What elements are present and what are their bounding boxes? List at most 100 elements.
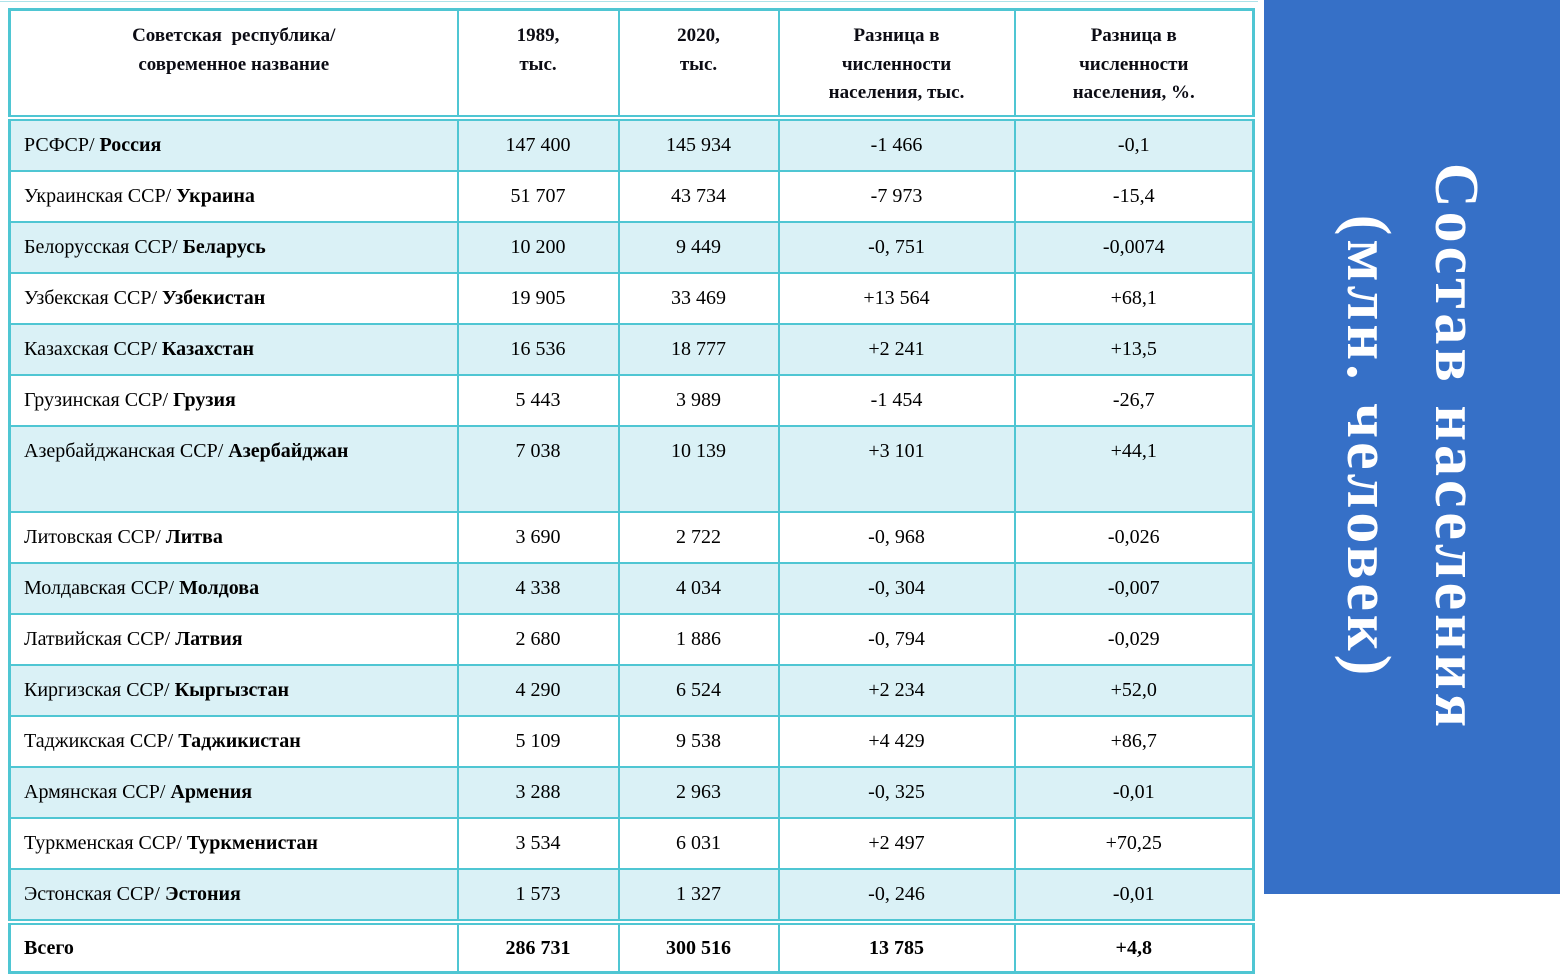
table-body: РСФСР/ Россия 147 400 145 934 -1 466 -0,1 Укр… xyxy=(8,117,1255,923)
population-table: Советская республика/ современное назван… xyxy=(8,8,1255,974)
pop-1989-cell: 147 400 xyxy=(456,117,620,172)
republic-cell: Таджикская ССР/ Таджикистан xyxy=(8,715,459,768)
diff-pct-cell: -0,0074 xyxy=(1013,221,1255,274)
republic-cell: Латвийская ССР/ Латвия xyxy=(8,613,459,666)
table-row: Латвийская ССР/ Латвия 2 680 1 886 -0, 794-… xyxy=(8,613,1255,666)
total-1989-cell: 286 731 xyxy=(456,919,620,974)
pop-1989-cell: 4 290 xyxy=(456,664,620,717)
pop-2020-cell: 4 034 xyxy=(617,562,780,615)
diff-pct-cell: -15,4 xyxy=(1013,170,1255,223)
diff-pct-cell: +68,1 xyxy=(1013,272,1255,325)
pop-1989-cell: 7 038 xyxy=(456,425,620,513)
column-header-1989-line2: тыс. xyxy=(519,53,557,75)
pop-2020-cell: 9 449 xyxy=(617,221,780,274)
republic-cell: Киргизская ССР/ Кыргызстан xyxy=(8,664,459,717)
table-row: Туркменская ССР/ Туркменистан 3 534 6 031 +… xyxy=(8,817,1255,870)
header-row: Советская республика/ современное назван… xyxy=(8,8,1255,121)
table-header: Советская республика/ современное назван… xyxy=(8,8,1255,121)
diff-pct-cell: +13,5 xyxy=(1013,323,1255,376)
table-row: Грузинская ССР/ Грузия 5 443 3 989 -1 454 -2… xyxy=(8,374,1255,427)
diff-pct-cell: -0,026 xyxy=(1013,511,1255,564)
table-row: Украинская ССР/ Украина 51 707 43 734 -7 97… xyxy=(8,170,1255,223)
diff-abs-cell: -0, 794 xyxy=(777,613,1016,666)
pop-2020-cell: 18 777 xyxy=(617,323,780,376)
republic-cell: Молдавская ССР/ Молдова xyxy=(8,562,459,615)
total-label-cell: Всего xyxy=(8,919,459,974)
total-diff-pct-cell: +4,8 xyxy=(1013,919,1255,974)
diff-pct-cell: -26,7 xyxy=(1013,374,1255,427)
column-header-2020: 2020, тыс. xyxy=(617,8,780,121)
sidebar-panel: Состав населения (млн. человек) xyxy=(1264,0,1560,894)
pop-2020-cell: 145 934 xyxy=(617,117,780,172)
sidebar-title-line1: Состав населения xyxy=(1422,162,1491,732)
diff-abs-cell: -0, 751 xyxy=(777,221,1016,274)
republic-cell: Туркменская ССР/ Туркменистан xyxy=(8,817,459,870)
column-header-republic-line2: современное название xyxy=(138,53,330,75)
column-header-diff-pct-text: Разница в численности населения, %. xyxy=(1072,25,1195,103)
republic-cell: РСФСР/ Россия xyxy=(8,117,459,172)
sidebar-title-line2: (млн. человек) xyxy=(1334,214,1402,680)
republic-cell: Грузинская ССР/ Грузия xyxy=(8,374,459,427)
republic-cell: Узбекская ССР/ Узбекистан xyxy=(8,272,459,325)
pop-2020-cell: 2 722 xyxy=(617,511,780,564)
pop-1989-cell: 19 905 xyxy=(456,272,620,325)
diff-abs-cell: +2 234 xyxy=(777,664,1016,717)
pop-2020-cell: 1 886 xyxy=(617,613,780,666)
table-row: Таджикская ССР/ Таджикистан 5 109 9 538 +4 … xyxy=(8,715,1255,768)
column-header-republic: Советская республика/ современное назван… xyxy=(8,8,459,121)
diff-abs-cell: -1 454 xyxy=(777,374,1016,427)
diff-abs-cell: -0, 325 xyxy=(777,766,1016,819)
column-header-2020-line1: 2020, xyxy=(677,25,720,46)
diff-pct-cell: -0,1 xyxy=(1013,117,1255,172)
pop-1989-cell: 16 536 xyxy=(456,323,620,376)
pop-2020-cell: 1 327 xyxy=(617,868,780,923)
diff-pct-cell: -0,01 xyxy=(1013,868,1255,923)
total-diff-abs-cell: 13 785 xyxy=(777,919,1016,974)
pop-2020-cell: 10 139 xyxy=(617,425,780,513)
pop-2020-cell: 43 734 xyxy=(617,170,780,223)
table-footer: Всего 286 731 300 516 13 785 +4,8 xyxy=(8,919,1255,974)
pop-2020-cell: 3 989 xyxy=(617,374,780,427)
table-row: РСФСР/ Россия 147 400 145 934 -1 466 -0,1 xyxy=(8,117,1255,172)
column-header-diff-abs: Разница в численности населения, тыс. xyxy=(777,8,1016,121)
diff-pct-cell: +52,0 xyxy=(1013,664,1255,717)
table-row: Литовская ССР/ Литва 3 690 2 722 -0, 968 -0,… xyxy=(8,511,1255,564)
table-row: Узбекская ССР/ Узбекистан 19 905 33 469 +13… xyxy=(8,272,1255,325)
diff-abs-cell: +3 101 xyxy=(777,425,1016,513)
republic-cell: Эстонская ССР/ Эстония xyxy=(8,868,459,923)
table-row: Молдавская ССР/ Молдова 4 338 4 034 -0, 304… xyxy=(8,562,1255,615)
republic-cell: Казахская ССР/ Казахстан xyxy=(8,323,459,376)
diff-abs-cell: +2 241 xyxy=(777,323,1016,376)
table-row: Белорусская ССР/ Беларусь 10 200 9 449 -0, … xyxy=(8,221,1255,274)
diff-pct-cell: -0,007 xyxy=(1013,562,1255,615)
diff-abs-cell: -0, 304 xyxy=(777,562,1016,615)
column-header-diff-pct: Разница в численности населения, %. xyxy=(1013,8,1255,121)
table-row: Киргизская ССР/ Кыргызстан 4 290 6 524 +2 2… xyxy=(8,664,1255,717)
diff-pct-cell: +70,25 xyxy=(1013,817,1255,870)
republic-cell: Белорусская ССР/ Беларусь xyxy=(8,221,459,274)
pop-1989-cell: 4 338 xyxy=(456,562,620,615)
pop-2020-cell: 6 031 xyxy=(617,817,780,870)
pop-1989-cell: 2 680 xyxy=(456,613,620,666)
pop-1989-cell: 5 443 xyxy=(456,374,620,427)
total-2020-cell: 300 516 xyxy=(617,919,780,974)
diff-pct-cell: +44,1 xyxy=(1013,425,1255,513)
diff-abs-cell: +13 564 xyxy=(777,272,1016,325)
total-row: Всего 286 731 300 516 13 785 +4,8 xyxy=(8,919,1255,974)
diff-pct-cell: -0,029 xyxy=(1013,613,1255,666)
diff-abs-cell: -0, 968 xyxy=(777,511,1016,564)
column-header-2020-line2: тыс. xyxy=(679,53,718,75)
table-row: Армянская ССР/ Армения 3 288 2 963 -0, 325-… xyxy=(8,766,1255,819)
diff-pct-cell: -0,01 xyxy=(1013,766,1255,819)
diff-abs-cell: +2 497 xyxy=(777,817,1016,870)
pop-2020-cell: 2 963 xyxy=(617,766,780,819)
column-header-republic-line1: Советская республика/ xyxy=(132,25,336,46)
republic-cell: Армянская ССР/ Армения xyxy=(8,766,459,819)
pop-1989-cell: 51 707 xyxy=(456,170,620,223)
pop-2020-cell: 9 538 xyxy=(617,715,780,768)
diff-abs-cell: -0, 246 xyxy=(777,868,1016,923)
pop-2020-cell: 33 469 xyxy=(617,272,780,325)
pop-1989-cell: 3 534 xyxy=(456,817,620,870)
column-header-1989: 1989, тыс. xyxy=(456,8,620,121)
republic-cell: Литовская ССР/ Литва xyxy=(8,511,459,564)
